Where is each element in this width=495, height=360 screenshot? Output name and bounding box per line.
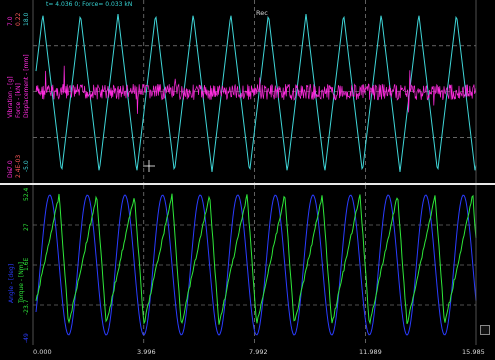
top-tick-force-min: 2.4E-03 — [15, 154, 22, 178]
angle-axis-label: Angle - [deg] — [8, 263, 15, 303]
cursor-readout: t= 4.036 0; Force= 0.033 kN — [46, 1, 133, 8]
bottom-plot-svg — [32, 185, 477, 345]
bottom-tick-bottom: -49 — [23, 333, 30, 343]
bottom-tick-mid-a: 27 — [23, 223, 30, 231]
settings-icon[interactable] — [480, 325, 490, 335]
bottom-grid — [33, 185, 476, 345]
force-trace — [35, 65, 477, 114]
x-tick: 0.000 — [33, 348, 52, 356]
top-tick-disp-min: -5.0 — [23, 160, 30, 172]
torque-trace — [35, 193, 477, 325]
vibration-axis-label: Vibration - [g] — [7, 76, 14, 118]
rec-label: Rec — [256, 9, 268, 17]
bottom-plot-panel[interactable]: Angle - [deg] Torque - [Nm] 52.4 27 1.6E… — [0, 185, 495, 345]
x-tick: 15.985 — [462, 348, 485, 356]
x-axis: 0.000 3.996 7.992 11.989 15.985 — [0, 345, 495, 360]
bottom-tick-low: -23.7 — [23, 299, 30, 315]
bottom-tick-top: 52.4 — [23, 187, 30, 201]
x-tick: 7.992 — [249, 348, 268, 356]
displacement-axis-label: Displacement - [mm] — [23, 54, 30, 118]
top-tick-force-max: 0.22 — [15, 12, 22, 26]
force-axis-label: Force - [kN] — [15, 83, 22, 118]
angle-trace — [35, 194, 477, 336]
panel-divider[interactable] — [0, 183, 495, 185]
top-plot-svg — [32, 0, 477, 183]
x-tick: 11.989 — [359, 348, 382, 356]
displacement-trace — [35, 13, 477, 173]
crosshair-icon — [143, 160, 155, 172]
top-tick-disp-max: 18.0 — [23, 12, 30, 26]
top-tick-vib-max: 7.0 — [7, 16, 14, 26]
x-tick: 3.996 — [137, 348, 156, 356]
top-plot-panel[interactable]: t= 4.036 0; Force= 0.033 kN Rec Vibratio… — [0, 0, 495, 183]
bottom-tick-mid-b: 1.6E — [23, 257, 30, 271]
top-tick-vib-min: -7.0 — [7, 160, 14, 172]
